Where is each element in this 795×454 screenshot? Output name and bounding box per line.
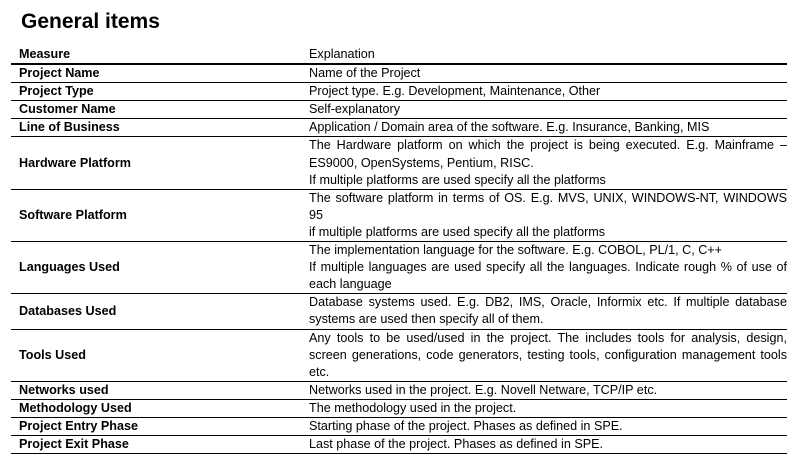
- table-header-row: Measure Explanation: [11, 46, 787, 65]
- explanation-cell: Self-explanatory: [309, 101, 787, 119]
- page-title: General items: [21, 10, 160, 33]
- explanation-cell: Project type. E.g. Development, Maintena…: [309, 83, 787, 101]
- explanation-line: Networks used in the project. E.g. Novel…: [309, 382, 658, 397]
- explanation-line: If multiple languages are used specify a…: [309, 260, 787, 292]
- table-row: Software Platform The software platform i…: [11, 189, 787, 242]
- table-row: Hardware Platform The Hardware platform o…: [11, 137, 787, 190]
- measure-cell: Line of Business: [19, 120, 120, 135]
- table-row: Tools Used Any tools to be used/used in t…: [11, 329, 787, 382]
- explanation-line: Database systems used. E.g. DB2, IMS, Or…: [309, 295, 787, 327]
- explanation-cell: The software platform in terms of OS. E.…: [309, 189, 787, 241]
- table-row: Line of Business Application / Domain are…: [11, 119, 787, 137]
- measure-cell: Project Entry Phase: [19, 418, 138, 433]
- explanation-line: The implementation language for the soft…: [309, 243, 723, 258]
- general-items-table: Measure Explanation Project Name Name of …: [11, 46, 787, 454]
- table-row: Project Type Project type. E.g. Developme…: [11, 83, 787, 101]
- explanation-cell: The methodology used in the project.: [309, 399, 787, 417]
- header-explanation: Explanation: [309, 47, 375, 61]
- explanation-line: Self-explanatory: [309, 102, 401, 117]
- table-row: Project Exit Phase Last phase of the proj…: [11, 436, 787, 454]
- table-row: Languages Used The implementation languag…: [11, 242, 787, 294]
- measure-cell: Software Platform: [19, 207, 127, 222]
- explanation-cell: Any tools to be used/used in the project…: [309, 329, 787, 381]
- table-row: Databases Used Database systems used. E.g…: [11, 294, 787, 329]
- table-row: Methodology Used The methodology used in …: [11, 399, 787, 418]
- measure-cell: Networks used: [19, 382, 109, 397]
- measure-cell: Customer Name: [19, 102, 116, 117]
- explanation-line: Project type. E.g. Development, Maintena…: [309, 84, 601, 99]
- explanation-line: Name of the Project: [309, 66, 421, 81]
- header-measure: Measure: [19, 47, 71, 61]
- explanation-cell: Starting phase of the project. Phases as…: [309, 417, 787, 435]
- explanation-cell: Networks used in the project. E.g. Novel…: [309, 381, 787, 399]
- table-body: Measure Explanation Project Name Name of …: [11, 46, 787, 454]
- explanation-line: Last phase of the project. Phases as def…: [309, 437, 604, 452]
- explanation-line: If multiple platforms are used specify a…: [309, 172, 606, 187]
- explanation-line: The Hardware platform on which the proje…: [309, 138, 787, 170]
- explanation-cell: Name of the Project: [309, 64, 787, 83]
- explanation-cell: The Hardware platform on which the proje…: [309, 137, 787, 189]
- measure-cell: Project Name: [19, 66, 100, 81]
- explanation-cell: Database systems used. E.g. DB2, IMS, Or…: [309, 294, 787, 329]
- explanation-cell: Last phase of the project. Phases as def…: [309, 436, 787, 454]
- measure-cell: Project Type: [19, 84, 94, 99]
- table-row: Networks used Networks used in the projec…: [11, 381, 787, 400]
- explanation-line: Starting phase of the project. Phases as…: [309, 418, 623, 433]
- measure-cell: Databases Used: [19, 303, 117, 318]
- measure-cell: Tools Used: [19, 347, 86, 362]
- table-row: Project Entry Phase Starting phase of the…: [11, 417, 787, 436]
- measure-cell: Methodology Used: [19, 400, 132, 415]
- explanation-cell: Application / Domain area of the softwar…: [309, 119, 787, 137]
- table-row: Customer Name Self-explanatory: [11, 101, 787, 119]
- measure-cell: Hardware Platform: [19, 155, 131, 170]
- table-row: Project Name Name of the Project: [11, 64, 787, 83]
- measure-cell: Project Exit Phase: [19, 437, 129, 452]
- explanation-line: Any tools to be used/used in the project…: [309, 330, 787, 379]
- explanation-line: Application / Domain area of the softwar…: [309, 120, 710, 135]
- explanation-line: The methodology used in the project.: [309, 400, 517, 415]
- measure-cell: Languages Used: [19, 260, 120, 275]
- explanation-line: The software platform in terms of OS. E.…: [309, 190, 787, 222]
- explanation-cell: The implementation language for the soft…: [309, 242, 787, 294]
- explanation-line: if multiple platforms are used specify a…: [309, 224, 606, 239]
